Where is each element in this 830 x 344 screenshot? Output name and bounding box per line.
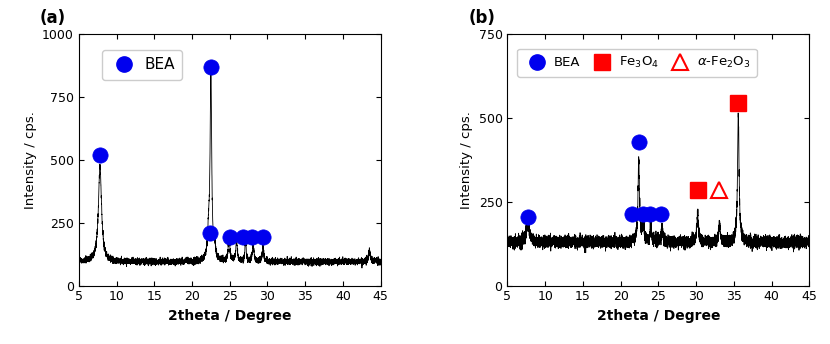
Y-axis label: Intensity / cps.: Intensity / cps. xyxy=(460,111,473,209)
X-axis label: 2theta / Degree: 2theta / Degree xyxy=(168,309,291,323)
Text: (b): (b) xyxy=(468,9,495,27)
Legend: BEA, Fe$_3$O$_4$, $\alpha$-Fe$_2$O$_3$: BEA, Fe$_3$O$_4$, $\alpha$-Fe$_2$O$_3$ xyxy=(517,49,757,77)
Text: (a): (a) xyxy=(40,9,66,27)
X-axis label: 2theta / Degree: 2theta / Degree xyxy=(597,309,720,323)
Legend: BEA: BEA xyxy=(101,50,183,80)
Y-axis label: Intensity / cps.: Intensity / cps. xyxy=(23,111,37,209)
